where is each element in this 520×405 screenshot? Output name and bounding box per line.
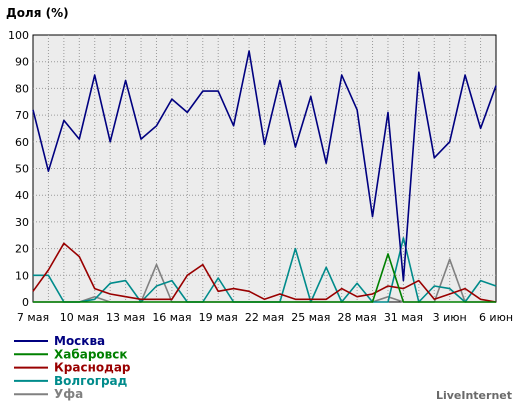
x-tick-label: 13 мая (106, 311, 145, 324)
y-tick-label: 100 (8, 29, 29, 42)
x-tick-label: 19 мая (199, 311, 238, 324)
x-tick-label: 3 июн (433, 311, 467, 324)
y-tick-label: 50 (15, 163, 29, 176)
x-tick-label: 7 мая (17, 311, 49, 324)
x-tick-label: 10 мая (60, 311, 99, 324)
series-lines (32, 50, 497, 303)
y-tick-label: 0 (22, 296, 29, 309)
y-axis: 0 10 20 30 40 50 60 70 80 90 100 (8, 29, 29, 309)
y-tick-label: 30 (15, 216, 29, 229)
watermark: LiveInternet (436, 389, 512, 402)
legend-label: Хабаровск (54, 347, 128, 361)
x-axis: 7 мая 10 мая 13 мая 16 мая 19 мая 22 мая 25 ма… (17, 311, 513, 324)
x-tick-label: 16 мая (152, 311, 191, 324)
x-tick-label: 28 мая (338, 311, 377, 324)
x-tick-label: 22 мая (245, 311, 284, 324)
x-tick-label: 25 мая (291, 311, 330, 324)
y-tick-label: 80 (15, 82, 29, 95)
y-tick-label: 20 (15, 243, 29, 256)
grid (33, 35, 496, 302)
x-tick-label: 31 мая (384, 311, 423, 324)
x-tick-label: 6 июн (479, 311, 513, 324)
chart-title: Доля (%) (6, 6, 69, 20)
series-line (32, 50, 497, 282)
legend-label: Волгоград (54, 374, 128, 388)
series-line (33, 253, 496, 303)
legend-label: Краснодар (54, 361, 131, 375)
series-line (32, 242, 497, 303)
y-tick-label: 70 (15, 109, 29, 122)
y-tick-label: 90 (15, 56, 29, 69)
y-tick-label: 60 (15, 136, 29, 149)
y-tick-label: 10 (15, 269, 29, 282)
legend-label: Москва (54, 334, 105, 348)
legend-label: Уфа (54, 387, 83, 401)
y-tick-label: 40 (15, 189, 29, 202)
